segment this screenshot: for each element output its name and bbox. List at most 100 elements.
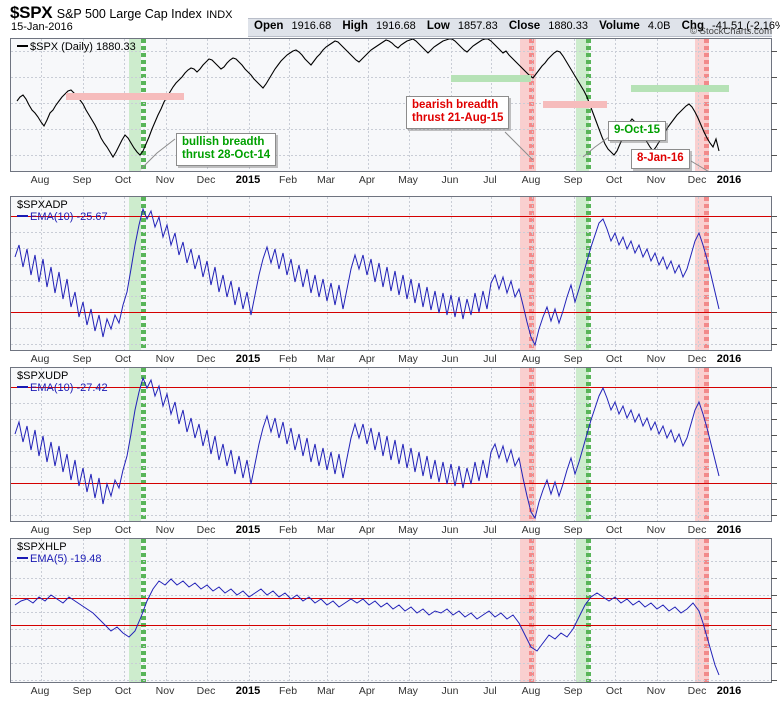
x-tick-label: 2016 <box>716 353 742 365</box>
x-tick-label: 2015 <box>235 524 261 536</box>
x-axis-spxudp: Aug Sep Oct Nov Dec 2015 Feb Mar Apr May Jun Jul Aug… <box>10 524 742 540</box>
x-tick-label: Dec <box>196 174 216 186</box>
x-tick-label: Aug <box>521 174 541 186</box>
spxhlp-legend: $SPXHLP EMA(5) -19.48 <box>17 541 102 565</box>
x-tick-label: Sep <box>563 353 583 365</box>
x-tick-label: Mar <box>316 174 336 186</box>
x-tick-label: Dec <box>687 524 707 536</box>
symbol-ticker: $SPX <box>10 3 53 22</box>
annotation-9-oct-15[interactable]: 9-Oct-15 <box>608 121 667 141</box>
spxhlp-y-axis: 15 10 5 0 -5 -10 -15 -20 <box>771 539 780 682</box>
x-tick-label: Oct <box>605 685 623 697</box>
annotation-bullish-line2: thrust 28-Oct-14 <box>182 149 271 161</box>
price-panel[interactable]: $SPX (Daily) 1880.33 bullish breadth thr… <box>10 38 777 172</box>
x-axis-spxhlp: Aug Sep Oct Nov Dec 2015 Feb Mar Apr May Jun Jul Aug… <box>10 685 742 701</box>
annotation-8-jan-16-label: 8-Jan-16 <box>637 152 684 164</box>
band-green-oct14 <box>129 39 141 171</box>
spxadp-y-axis: 30 20 10 0 -10 -20 -30 -40 -50 <box>771 197 780 350</box>
x-tick-label: Mar <box>316 353 336 365</box>
annotation-bullish-line1: bullish breadth <box>182 136 265 148</box>
x-tick-label: Jul <box>483 685 497 697</box>
chg-value: -41.51 (-2.16%) <box>712 20 780 32</box>
signal-line-lower <box>11 483 771 484</box>
annotation-bearish-thrust[interactable]: bearish breadth thrust 21-Aug-15 <box>406 96 510 129</box>
x-tick-label: Nov <box>646 524 666 536</box>
legend-line-swatch <box>17 386 28 388</box>
x-tick-label: Apr <box>358 174 376 186</box>
x-tick-label: Feb <box>278 524 298 536</box>
x-tick-label: Jun <box>441 524 459 536</box>
spxhlp-legend-ema: EMA(5) -19.48 <box>30 553 102 565</box>
x-tick-label: Feb <box>278 353 298 365</box>
x-tick-label: Aug <box>521 524 541 536</box>
legend-line-swatch <box>17 45 28 47</box>
signal-line-upper <box>11 216 771 217</box>
stockcharts-watermark: © StockCharts.com <box>690 26 772 37</box>
open-label: Open <box>254 20 284 32</box>
x-tick-label: Mar <box>316 685 336 697</box>
x-tick-label: Dec <box>196 353 216 365</box>
marker-line-28-oct-14 <box>141 39 146 171</box>
spxhlp-line-series <box>14 578 720 676</box>
x-tick-label: May <box>398 524 418 536</box>
legend-line-swatch <box>17 557 28 559</box>
marker-line-8-jan-16 <box>704 39 709 171</box>
x-tick-label: 2015 <box>235 174 261 186</box>
x-tick-label: 2016 <box>716 174 742 186</box>
x-tick-label: 2016 <box>716 524 742 536</box>
x-tick-label: Sep <box>72 353 92 365</box>
quote-date: 15-Jan-2016 <box>11 21 73 33</box>
x-tick-label: Sep <box>72 685 92 697</box>
annotation-8-jan-16[interactable]: 8-Jan-16 <box>631 149 690 169</box>
x-tick-label: Dec <box>687 174 707 186</box>
spxudp-line-series <box>14 376 720 520</box>
spxudp-legend: $SPXUDP EMA(10) -27.42 <box>17 370 108 394</box>
x-tick-label: 2015 <box>235 353 261 365</box>
highlight-resistance-2015 <box>543 101 607 108</box>
legend-line-swatch <box>17 215 28 217</box>
x-tick-label: Dec <box>687 685 707 697</box>
annotation-bearish-leader <box>504 131 534 161</box>
x-tick-label: Nov <box>646 353 666 365</box>
signal-line-upper <box>11 598 771 599</box>
spxudp-y-axis: 30 20 10 0 -10 -20 -30 -40 -50 <box>771 368 780 521</box>
signal-line-lower <box>11 312 771 313</box>
x-tick-label: Oct <box>114 353 132 365</box>
chg-label: Chg <box>681 20 704 32</box>
spxadp-panel[interactable]: $SPXADP EMA(10) -25.67 30 20 10 0 -10 -2… <box>10 196 777 351</box>
x-tick-label: Sep <box>72 524 92 536</box>
quote-bar: Open 1916.68 High 1916.68 Low 1857.83 Cl… <box>248 18 780 37</box>
x-tick-label: Sep <box>563 174 583 186</box>
x-tick-label: Aug <box>30 174 50 186</box>
signal-line-upper <box>11 387 771 388</box>
x-axis-spxadp: Aug Sep Oct Nov Dec 2015 Feb Mar Apr May Jun Jul Aug… <box>10 353 742 369</box>
x-tick-label: Jul <box>483 174 497 186</box>
annotation-bullish-thrust[interactable]: bullish breadth thrust 28-Oct-14 <box>176 133 277 166</box>
price-line-series <box>16 39 720 159</box>
x-tick-label: Jun <box>441 174 459 186</box>
symbol-type: INDX <box>206 9 233 21</box>
price-legend-label: $SPX (Daily) 1880.33 <box>30 41 136 53</box>
x-tick-label: Aug <box>30 685 50 697</box>
x-tick-label: Nov <box>646 685 666 697</box>
x-tick-label: Feb <box>278 174 298 186</box>
spxudp-panel[interactable]: $SPXUDP EMA(10) -27.42 30 20 10 0 -10 -2… <box>10 367 777 522</box>
annotation-9-oct-15-label: 9-Oct-15 <box>614 124 661 136</box>
x-tick-label: Dec <box>196 524 216 536</box>
x-tick-label: Nov <box>155 174 175 186</box>
spxhlp-legend-symbol: $SPXHLP <box>17 541 67 553</box>
x-tick-label: Apr <box>358 524 376 536</box>
highlight-support-2015 <box>451 75 531 82</box>
low-value: 1857.83 <box>457 20 498 32</box>
x-tick-label: May <box>398 353 418 365</box>
spxhlp-panel[interactable]: $SPXHLP EMA(5) -19.48 15 10 5 0 -5 -10 -… <box>10 538 777 683</box>
x-tick-label: Nov <box>155 353 175 365</box>
x-tick-label: Aug <box>30 353 50 365</box>
spxudp-legend-symbol: $SPXUDP <box>17 370 69 382</box>
annotation-9-oct-leader <box>582 136 610 158</box>
spxudp-legend-ema: EMA(10) -27.42 <box>30 382 108 394</box>
x-tick-label: Nov <box>646 174 666 186</box>
x-tick-label: Dec <box>687 353 707 365</box>
volume-label: Volume <box>599 20 640 32</box>
x-tick-label: May <box>398 174 418 186</box>
